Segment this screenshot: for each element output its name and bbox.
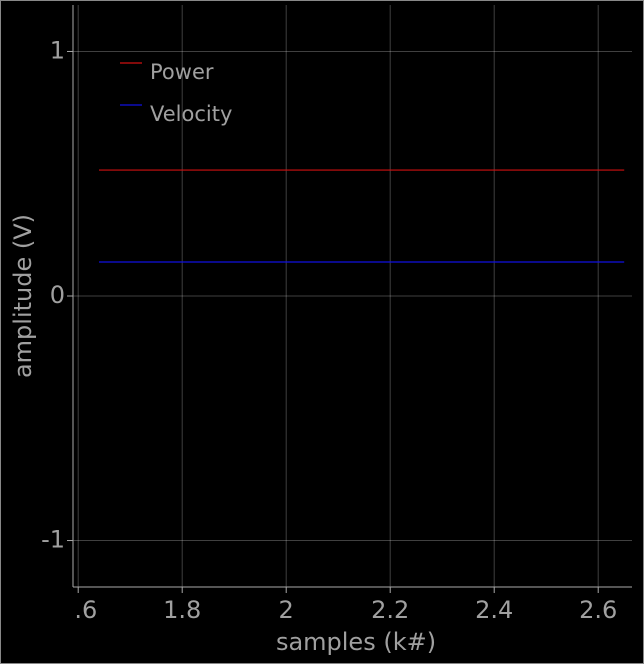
x-tick-label: 1.6 [59, 596, 97, 624]
x-ticks: 1.6 1.8 2 2.2 2.4 2.6 [59, 596, 617, 624]
y-axis-label: amplitude (V) [9, 214, 37, 378]
legend-label: Velocity [150, 102, 232, 126]
x-tick-label: 2.4 [475, 596, 513, 624]
y-tick-label: -1 [41, 526, 65, 554]
legend-label: Power [150, 60, 214, 84]
x-axis-label: samples (k#) [276, 628, 436, 656]
y-tick-label: 1 [50, 36, 65, 64]
x-tick-label: 1.8 [163, 596, 201, 624]
x-tick-label: 2.2 [371, 596, 409, 624]
y-tick-label: 0 [50, 281, 65, 309]
x-tick-label: 2 [279, 596, 294, 624]
x-tick-label: 2.6 [579, 596, 617, 624]
